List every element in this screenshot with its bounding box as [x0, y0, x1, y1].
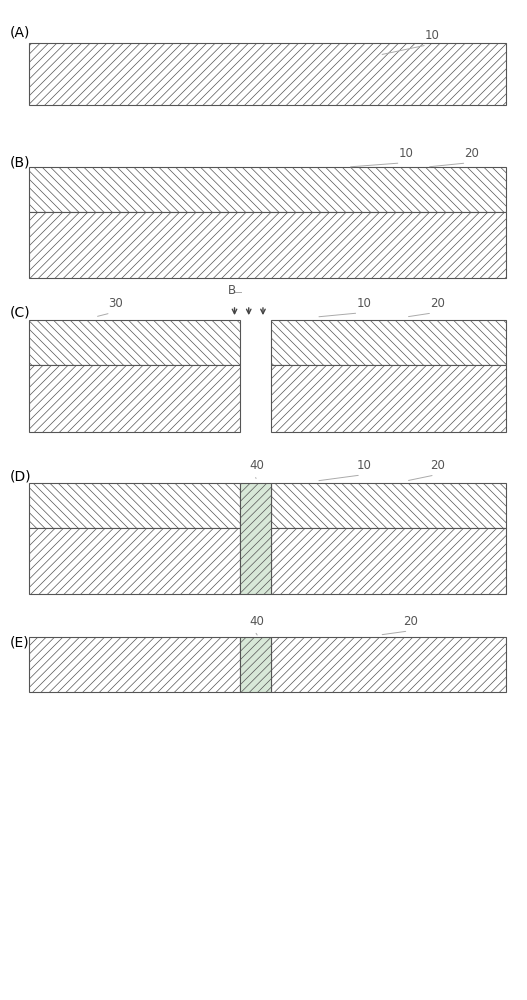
Bar: [29, 43, 506, 105]
Bar: [271, 365, 506, 432]
Bar: [240, 637, 271, 692]
Bar: [29, 320, 240, 365]
Bar: [29, 483, 240, 528]
Bar: [29, 528, 240, 594]
Text: (A): (A): [9, 25, 30, 39]
Text: (B): (B): [9, 155, 30, 169]
Bar: [29, 212, 506, 278]
Bar: [271, 637, 506, 692]
Text: 20: 20: [404, 615, 418, 628]
Bar: [29, 365, 240, 432]
Text: 20: 20: [464, 147, 479, 160]
Text: (C): (C): [9, 305, 30, 319]
Bar: [240, 483, 271, 594]
Text: 30: 30: [109, 297, 123, 310]
Text: 10: 10: [356, 459, 371, 472]
Text: 40: 40: [250, 615, 265, 628]
Bar: [271, 483, 506, 528]
Bar: [29, 167, 506, 212]
Text: 10: 10: [425, 29, 440, 42]
Bar: [29, 637, 240, 692]
Bar: [271, 528, 506, 594]
Text: 10: 10: [398, 147, 413, 160]
Text: 40: 40: [250, 459, 265, 472]
Text: 20: 20: [430, 459, 445, 472]
Text: (E): (E): [9, 635, 29, 649]
Text: 20: 20: [430, 297, 445, 310]
Text: 10: 10: [356, 297, 371, 310]
Bar: [271, 320, 506, 365]
Text: B: B: [228, 284, 236, 297]
Text: (D): (D): [9, 470, 31, 484]
